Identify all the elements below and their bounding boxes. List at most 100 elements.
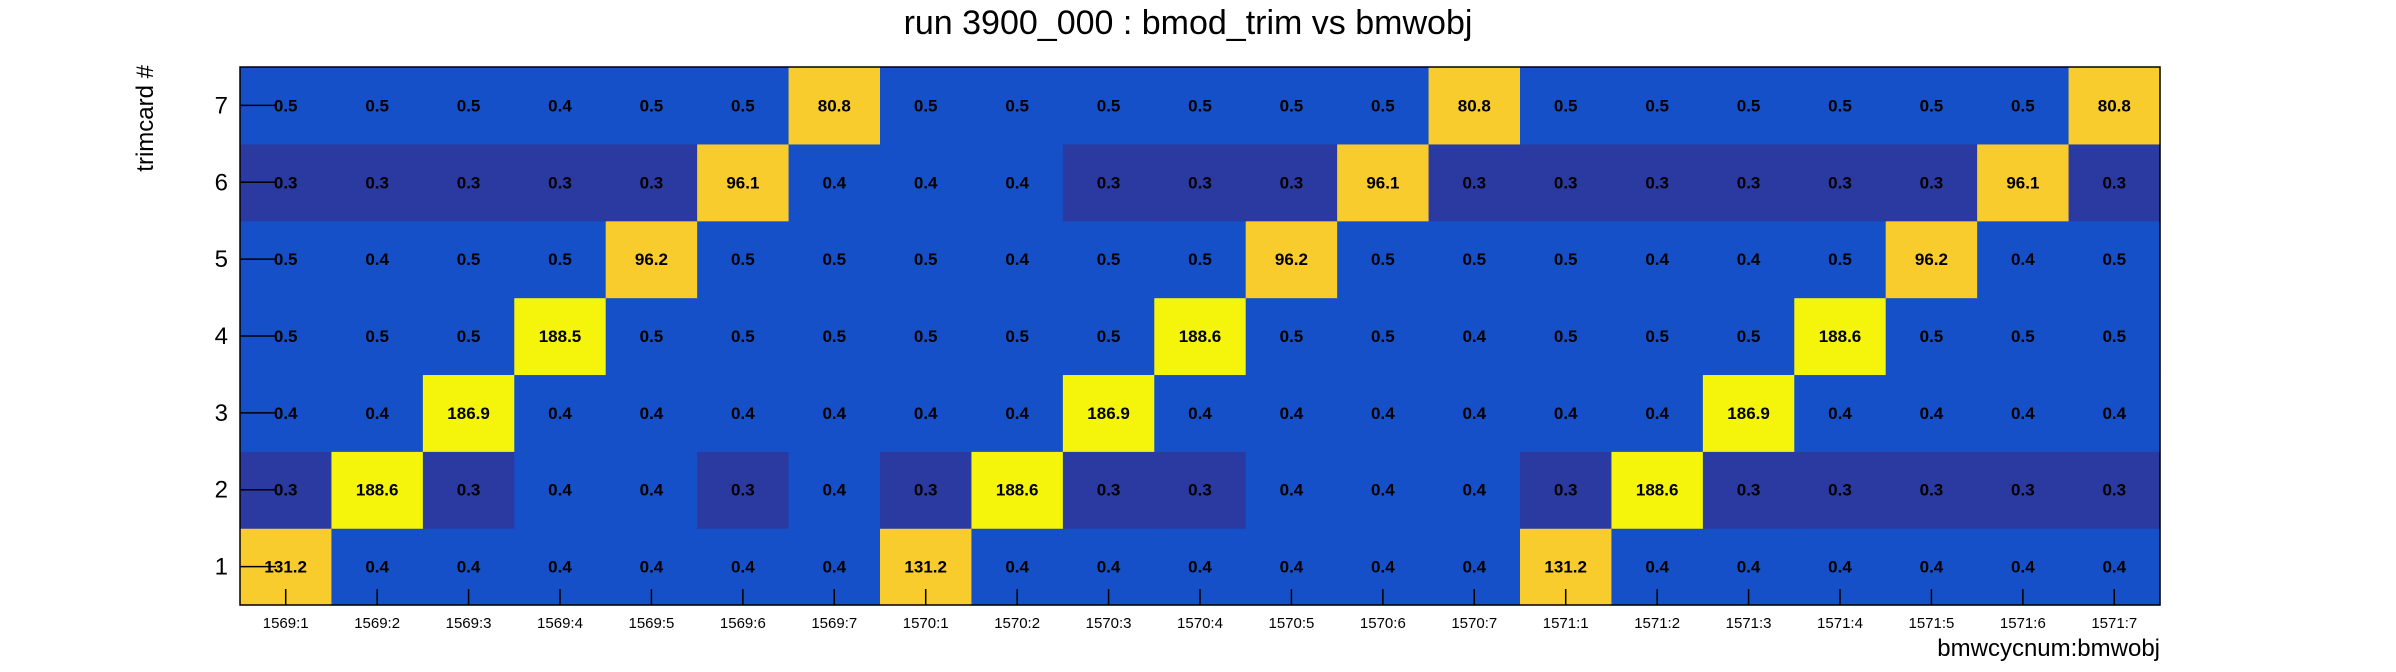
- heatmap-cell: [1885, 67, 1978, 145]
- cell-value-label: 0.4: [640, 481, 664, 500]
- cell-value-label: 0.4: [1920, 558, 1944, 577]
- cell-value-label: 0.5: [1371, 96, 1395, 115]
- cell-value-label: 96.1: [726, 173, 759, 192]
- cell-value-label: 0.5: [1097, 250, 1121, 269]
- cell-value-label: 0.5: [2011, 327, 2035, 346]
- y-tick-label: 5: [215, 246, 228, 273]
- cell-value-label: 96.2: [1275, 250, 1308, 269]
- cell-value-label: 0.5: [1188, 250, 1212, 269]
- cell-value-label: 0.5: [1645, 96, 1669, 115]
- heatmap-cell: [1245, 143, 1338, 222]
- cell-value-label: 188.6: [996, 481, 1039, 500]
- cell-value-label: 186.9: [1727, 404, 1770, 423]
- heatmap-cell: [697, 67, 790, 145]
- heatmap-cell: [1337, 220, 1430, 299]
- cell-value-label: 0.5: [274, 250, 298, 269]
- x-tick-label: 1569:1: [263, 615, 309, 632]
- cell-value-label: 0.3: [1920, 481, 1944, 500]
- heatmap-cell: [1337, 297, 1430, 376]
- heatmap-cell: [1062, 143, 1155, 222]
- cell-value-label: 0.5: [274, 327, 298, 346]
- cell-value-label: 0.5: [2102, 250, 2126, 269]
- cell-value-label: 96.1: [1366, 173, 1399, 192]
- x-tick-label: 1569:2: [354, 615, 400, 632]
- heatmap-cell: [880, 374, 973, 452]
- heatmap-cell: [1520, 220, 1613, 299]
- heatmap-cell: [971, 143, 1064, 222]
- cell-value-label: 131.2: [1544, 558, 1587, 577]
- cell-value-label: 0.4: [1645, 558, 1669, 577]
- heatmap-cell: [788, 143, 881, 222]
- cell-value-label: 0.4: [822, 558, 846, 577]
- x-axis-label: bmwcycnum:bmwobj: [1937, 635, 2160, 662]
- heatmap-cell: [1794, 67, 1887, 145]
- heatmap-cell: [1611, 374, 1704, 452]
- cell-value-label: 96.2: [1915, 250, 1948, 269]
- x-tick-label: 1571:6: [2000, 615, 2046, 632]
- heatmap-cell: [1062, 374, 1155, 452]
- cell-value-label: 0.5: [1737, 96, 1761, 115]
- cell-value-label: 0.5: [731, 96, 755, 115]
- cell-value-label: 0.5: [1737, 327, 1761, 346]
- heatmap-cell: [1611, 297, 1704, 376]
- heatmap-cell: [1154, 220, 1247, 299]
- heatmap-cell: [971, 297, 1064, 376]
- cell-value-label: 96.1: [2006, 173, 2039, 192]
- heatmap-cell: [880, 220, 973, 299]
- heatmap-cell: [1794, 374, 1887, 452]
- cell-value-label: 0.3: [457, 481, 481, 500]
- cell-value-label: 0.4: [1280, 558, 1304, 577]
- heatmap-cell: [1702, 297, 1795, 376]
- cell-value-label: 0.3: [1737, 173, 1761, 192]
- x-tick-label: 1569:6: [720, 615, 766, 632]
- cell-value-label: 0.4: [914, 404, 938, 423]
- heatmap-cell: [1062, 297, 1155, 376]
- heatmap-cell: [605, 143, 698, 222]
- cell-value-label: 0.4: [1005, 250, 1029, 269]
- heatmap-cell: [1977, 297, 2070, 376]
- heatmap-cell: [1154, 297, 1247, 376]
- heatmap-cell: [880, 143, 973, 222]
- cell-value-label: 0.5: [1920, 96, 1944, 115]
- cell-value-label: 0.5: [457, 250, 481, 269]
- heatmap-cell: [697, 374, 790, 452]
- heatmap-cell: [422, 67, 515, 145]
- cell-value-label: 0.4: [640, 558, 664, 577]
- cell-value-label: 0.4: [2102, 404, 2126, 423]
- heatmap-cell: [1885, 374, 1978, 452]
- cell-value-label: 0.4: [822, 404, 846, 423]
- cell-value-label: 0.5: [1828, 96, 1852, 115]
- y-tick-label: 2: [215, 477, 228, 504]
- cell-value-label: 131.2: [904, 558, 947, 577]
- cell-value-label: 0.3: [1280, 173, 1304, 192]
- heatmap-cell: [605, 374, 698, 452]
- heatmap-cell: [1337, 374, 1430, 452]
- cell-value-label: 186.9: [1087, 404, 1130, 423]
- heatmap-cell: [1977, 67, 2070, 145]
- cell-value-label: 0.5: [1554, 327, 1578, 346]
- cell-value-label: 0.5: [1462, 250, 1486, 269]
- cell-value-label: 0.5: [914, 250, 938, 269]
- cell-value-label: 0.3: [1828, 481, 1852, 500]
- heatmap-cell: [331, 220, 424, 299]
- cell-value-label: 0.3: [2102, 481, 2126, 500]
- cell-value-label: 0.5: [1554, 96, 1578, 115]
- heatmap-cell: [1520, 67, 1613, 145]
- cell-value-label: 188.6: [1179, 327, 1222, 346]
- heatmap-cell: [605, 220, 698, 299]
- cell-value-label: 0.4: [731, 404, 755, 423]
- heatmap-cell: [880, 451, 973, 529]
- cell-value-label: 0.5: [365, 327, 389, 346]
- heatmap-cell: [422, 220, 515, 299]
- y-tick-label: 4: [215, 323, 228, 350]
- x-tick-label: 1570:1: [903, 615, 949, 632]
- heatmap-cell: [880, 297, 973, 376]
- cell-value-label: 0.3: [1828, 173, 1852, 192]
- heatmap-cell: [1337, 451, 1430, 529]
- heatmap-cell: [1245, 451, 1338, 529]
- cell-value-label: 0.3: [1645, 173, 1669, 192]
- heatmap-cell: [1885, 143, 1978, 222]
- cell-value-label: 0.5: [1645, 327, 1669, 346]
- heatmap-cell: [1885, 451, 1978, 529]
- heatmap-cell: [331, 374, 424, 452]
